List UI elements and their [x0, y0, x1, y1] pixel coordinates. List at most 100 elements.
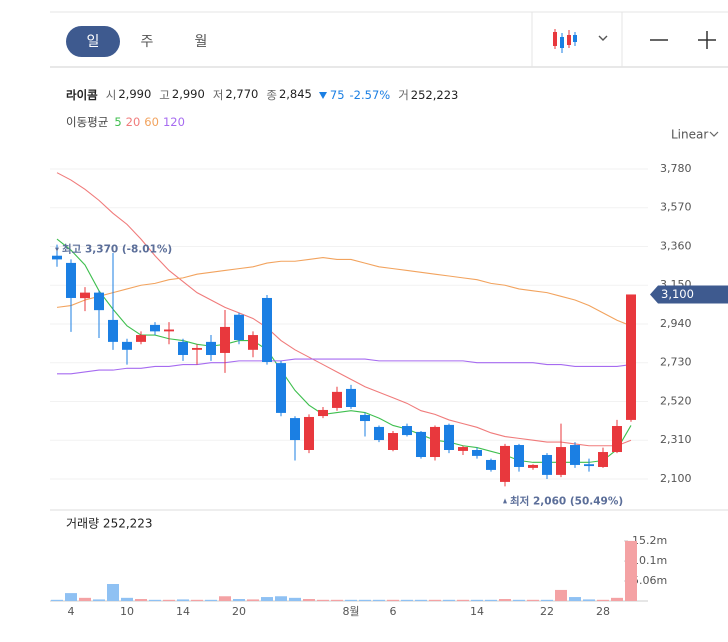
- volume-bar: [401, 599, 413, 601]
- volume-tick-label: 10.1m: [632, 554, 667, 567]
- field-value: 2,990: [171, 87, 205, 101]
- candle-body: [192, 347, 202, 350]
- candle-body: [416, 431, 426, 458]
- volume-value: 252,223: [410, 88, 459, 102]
- volume-bar: [387, 599, 399, 601]
- candle-body: [318, 409, 328, 417]
- candle-body: [360, 414, 370, 422]
- volume-bar: [317, 599, 329, 601]
- x-tick-label: 28: [596, 605, 610, 618]
- tab[interactable]: 월: [195, 34, 208, 50]
- candle-body: [164, 329, 174, 332]
- volume-bar: [499, 599, 511, 601]
- volume-bar: [611, 597, 623, 601]
- candle-body: [52, 255, 62, 260]
- candle-body: [150, 324, 160, 332]
- volume-bar: [457, 599, 469, 601]
- volume-bar: [597, 599, 609, 601]
- volume-bar: [135, 599, 147, 601]
- moving-average: [56, 238, 632, 463]
- volume-bar: [583, 599, 595, 601]
- volume-bar: [485, 599, 497, 601]
- y-tick-label: 2,520: [660, 394, 692, 407]
- volume-bar: [107, 584, 119, 601]
- change: 75: [329, 88, 345, 102]
- quote-row: 라이콤 시 2,990 고 2,990 저 2,770 종 2,845 75 -2.57% 거…: [66, 87, 460, 103]
- candle-body: [262, 297, 272, 362]
- y-tick-label: 2,100: [660, 472, 692, 485]
- volume-bar: [359, 599, 371, 601]
- zoom-in[interactable]: [698, 31, 716, 49]
- volume-bar: [247, 599, 259, 601]
- annotation: 최고 3,370 (-8.01%): [62, 243, 172, 256]
- volume-bar: [331, 599, 343, 601]
- candle-body: [626, 294, 636, 420]
- volume-bar: [233, 599, 245, 601]
- volume-bar: [471, 599, 483, 601]
- field-label: 종: [266, 88, 277, 102]
- x-tick-label: 10: [120, 605, 134, 618]
- dropdown-chevron[interactable]: [598, 35, 608, 41]
- ma-period: 120: [162, 115, 185, 129]
- scale-chevron[interactable]: [709, 131, 719, 137]
- stock-name: 라이콤: [66, 88, 98, 102]
- field-label: 시: [105, 88, 117, 102]
- candle-body: [248, 335, 258, 350]
- field-value: 2,770: [225, 87, 259, 101]
- volume-bar: [275, 596, 287, 601]
- x-tick-label: 20: [232, 605, 246, 618]
- candle-body: [178, 341, 188, 355]
- field-label: 고: [159, 88, 170, 102]
- volume-tick-label: 15.2m: [632, 534, 667, 547]
- candle-body: [332, 391, 342, 408]
- candle-body: [374, 426, 384, 441]
- candle-body: [388, 433, 398, 450]
- volume-bar: [121, 597, 133, 601]
- volume-bar: [65, 593, 77, 601]
- volume-tick-label: 5.06m: [632, 574, 667, 587]
- volume-bar: [625, 540, 637, 601]
- volume-bar: [79, 597, 91, 601]
- candle-body: [304, 416, 314, 450]
- volume-bar: [513, 599, 525, 601]
- ma-period: 20: [125, 115, 141, 129]
- candle-body: [206, 341, 216, 355]
- volume-bar: [415, 599, 427, 601]
- volume-bar: [219, 596, 231, 601]
- x-tick-label: 22: [540, 605, 554, 618]
- x-tick-label: 8월: [342, 605, 359, 618]
- candle-body: [514, 445, 524, 467]
- candle-body: [290, 418, 300, 441]
- volume-bar: [191, 599, 203, 601]
- x-tick-label: 6: [390, 605, 397, 618]
- volume-bar: [205, 599, 217, 601]
- scale-selector[interactable]: Linear: [671, 128, 708, 142]
- volume-title: 거래량 252,223: [66, 517, 153, 531]
- volume-bar: [541, 599, 553, 601]
- volume-label: 거: [398, 88, 409, 102]
- y-tick-label: 2,310: [660, 433, 692, 446]
- volume-bar: [527, 599, 539, 601]
- candle-body: [430, 426, 440, 458]
- candle-body: [346, 388, 356, 408]
- y-tick-label: 3,360: [660, 239, 692, 252]
- ma-period: 5: [114, 115, 122, 129]
- annotation: 최저 2,060 (50.49%): [510, 494, 623, 507]
- y-tick-label: 3,570: [660, 201, 692, 214]
- tab[interactable]: 주: [141, 34, 154, 50]
- candle-body: [66, 262, 76, 298]
- candle-body: [472, 450, 482, 456]
- moving-average: [57, 358, 632, 375]
- field-value: 2,845: [278, 87, 312, 101]
- chart-type-icon[interactable]: [553, 29, 577, 53]
- ma-period: 60: [144, 115, 159, 129]
- candle-body: [234, 314, 244, 341]
- price-tag: [650, 285, 728, 304]
- ma-legend: 이동평균 5 20 60 120: [66, 114, 189, 130]
- volume-bar: [149, 599, 161, 601]
- tab-active[interactable]: [66, 26, 120, 57]
- tab[interactable]: 일: [87, 34, 100, 50]
- candle-body: [402, 426, 412, 436]
- y-tick-label: 3,780: [660, 162, 692, 175]
